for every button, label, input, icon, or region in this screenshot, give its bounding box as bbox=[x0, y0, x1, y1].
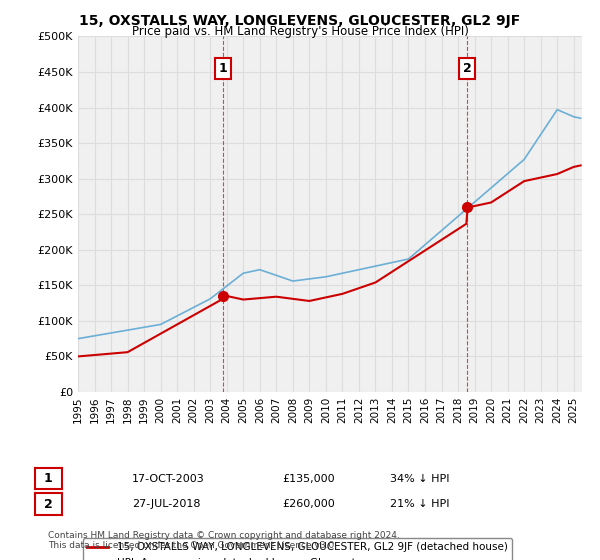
Text: Price paid vs. HM Land Registry's House Price Index (HPI): Price paid vs. HM Land Registry's House … bbox=[131, 25, 469, 38]
Text: 17-OCT-2003: 17-OCT-2003 bbox=[132, 474, 205, 484]
Text: 2: 2 bbox=[463, 62, 472, 75]
Text: 34% ↓ HPI: 34% ↓ HPI bbox=[390, 474, 449, 484]
Text: £135,000: £135,000 bbox=[282, 474, 335, 484]
Text: 1: 1 bbox=[44, 472, 52, 486]
Text: 1: 1 bbox=[219, 62, 227, 75]
Text: 2: 2 bbox=[44, 497, 52, 511]
Text: Contains HM Land Registry data © Crown copyright and database right 2024.
This d: Contains HM Land Registry data © Crown c… bbox=[48, 530, 400, 550]
Text: 27-JUL-2018: 27-JUL-2018 bbox=[132, 499, 200, 509]
Text: £260,000: £260,000 bbox=[282, 499, 335, 509]
Legend: 15, OXSTALLS WAY, LONGLEVENS, GLOUCESTER, GL2 9JF (detached house), HPI: Average: 15, OXSTALLS WAY, LONGLEVENS, GLOUCESTER… bbox=[83, 538, 512, 560]
Text: 15, OXSTALLS WAY, LONGLEVENS, GLOUCESTER, GL2 9JF: 15, OXSTALLS WAY, LONGLEVENS, GLOUCESTER… bbox=[79, 14, 521, 28]
Text: 21% ↓ HPI: 21% ↓ HPI bbox=[390, 499, 449, 509]
